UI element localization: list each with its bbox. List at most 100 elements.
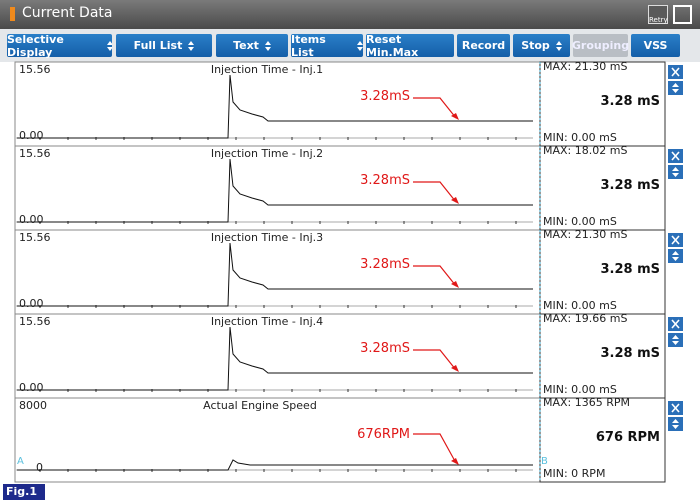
min-label: MIN: 0 RPM: [543, 467, 605, 480]
toolbar-button[interactable]: Grouping: [572, 34, 629, 57]
toolbar-button[interactable]: Stop: [513, 34, 570, 57]
value-panel: [539, 145, 666, 231]
move-button[interactable]: [668, 249, 683, 263]
close-icon: [671, 403, 680, 413]
annotation: 3.28mS: [360, 89, 410, 104]
min-label: MIN: 0.00 mS: [543, 299, 617, 312]
toolbar-button[interactable]: Reset Min.Max: [366, 33, 454, 59]
button-label: Full List: [133, 39, 183, 52]
annotation-arrow: [413, 97, 457, 119]
trace: [17, 459, 533, 471]
scale-min: 0: [36, 461, 43, 474]
graph-panel: [14, 313, 541, 399]
graph-panel: [14, 61, 541, 147]
move-icon: [672, 167, 679, 177]
close-icon: [671, 151, 680, 161]
cursor-a: A: [17, 456, 24, 467]
current-value: 3.28 mS: [600, 178, 660, 193]
toolbar-button[interactable]: VSS: [631, 34, 680, 57]
current-value: 3.28 mS: [600, 94, 660, 109]
figure-label: Fig.1: [3, 484, 45, 500]
close-icon: [671, 319, 680, 329]
title-icon: [10, 7, 15, 21]
value-panel: [539, 229, 666, 315]
annotation: 3.28mS: [360, 257, 410, 272]
max-label: MAX: 21.30 mS: [543, 60, 627, 73]
button-label: VSS: [643, 39, 668, 52]
arrow-head: [451, 197, 459, 204]
toolbar-button[interactable]: Selective Display: [7, 32, 112, 59]
arrow-head: [451, 365, 459, 372]
move-icon: [672, 335, 679, 345]
graph-title: Injection Time - Inj.1: [211, 63, 323, 76]
move-button[interactable]: [668, 333, 683, 347]
current-value: 676 RPM: [596, 430, 660, 445]
min-label: MIN: 0.00 mS: [543, 383, 617, 396]
value-panel: [539, 313, 666, 399]
toolbar-button[interactable]: Record: [457, 34, 510, 57]
cursor-b: B: [541, 456, 548, 467]
retry-button[interactable]: Retry: [648, 5, 668, 24]
trace: [17, 242, 533, 307]
annotation: 3.28mS: [360, 341, 410, 356]
scale-max: 8000: [19, 399, 47, 412]
annotation: 3.28mS: [360, 173, 410, 188]
arrow-head: [451, 281, 459, 288]
annotation-arrow: [413, 433, 457, 464]
annotation: 676RPM: [357, 427, 410, 442]
toolbar-button[interactable]: Full List: [116, 34, 212, 57]
max-label: MAX: 18.02 mS: [543, 144, 627, 157]
toolbar-button[interactable]: Text: [216, 34, 288, 57]
dropdown-icon: [188, 40, 195, 51]
graph-title: Injection Time - Inj.2: [211, 147, 323, 160]
scale-min: 0.00: [19, 213, 44, 226]
graph-title: Injection Time - Inj.4: [211, 315, 323, 328]
button-label: Selective Display: [7, 32, 64, 59]
max-label: MAX: 1365 RPM: [543, 396, 630, 409]
button-label: Stop: [521, 39, 550, 52]
graph-title: Actual Engine Speed: [203, 399, 317, 412]
max-label: MAX: 19.66 mS: [543, 312, 627, 325]
title-bar: Current Data Retry: [0, 0, 700, 29]
close-icon: [671, 235, 680, 245]
dropdown-icon: [357, 40, 363, 51]
value-panel: [539, 61, 666, 147]
trace: [17, 158, 533, 223]
min-label: MIN: 0.00 mS: [543, 215, 617, 228]
scale-min: 0.00: [19, 381, 44, 394]
arrow-head: [451, 113, 459, 120]
annotation-arrow: [413, 265, 457, 287]
dropdown-icon: [264, 40, 271, 51]
window-title: Current Data: [22, 5, 113, 21]
move-button[interactable]: [668, 165, 683, 179]
graph-panel: [14, 145, 541, 231]
graph-panel: [14, 229, 541, 315]
move-button[interactable]: [668, 417, 683, 431]
scale-max: 15.56: [19, 315, 51, 328]
move-icon: [672, 83, 679, 93]
move-icon: [672, 419, 679, 429]
toolbar-button[interactable]: Items List: [291, 32, 363, 59]
graph-title: Injection Time - Inj.3: [211, 231, 323, 244]
value-panel: [539, 397, 666, 483]
trace: [17, 74, 533, 139]
move-icon: [672, 251, 679, 261]
button-label: Text: [233, 39, 259, 52]
button-label: Record: [461, 39, 506, 52]
scale-min: 0.00: [19, 129, 44, 142]
annotation-arrow: [413, 349, 457, 371]
current-value: 3.28 mS: [600, 262, 660, 277]
arrow-head: [451, 458, 459, 465]
move-button[interactable]: [668, 81, 683, 95]
trace: [17, 326, 533, 391]
button-label: Items List: [291, 32, 326, 59]
window-button[interactable]: [673, 5, 692, 24]
close-icon: [671, 67, 680, 77]
max-label: MAX: 21.30 mS: [543, 228, 627, 241]
dropdown-icon: [555, 40, 562, 51]
annotation-arrow: [413, 181, 457, 203]
scale-max: 15.56: [19, 147, 51, 160]
scale-max: 15.56: [19, 63, 51, 76]
